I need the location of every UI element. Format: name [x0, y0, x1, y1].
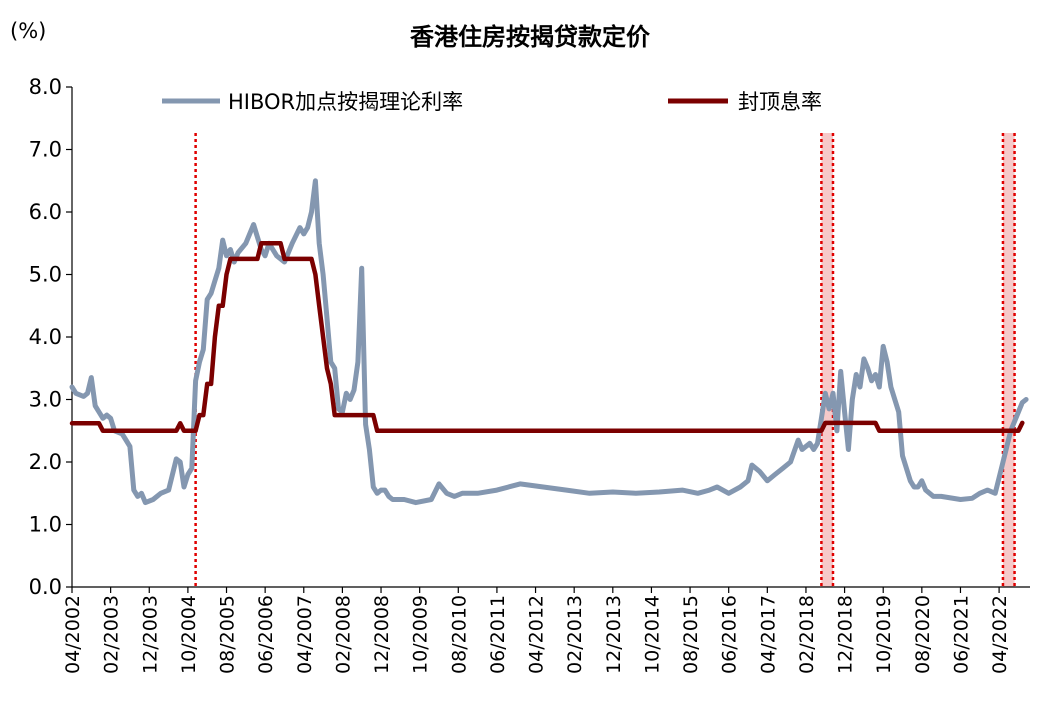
legend-label-cap: 封顶息率	[738, 90, 822, 114]
x-tick-label: 04/2012	[526, 595, 548, 674]
y-tick-label: 8.0	[29, 75, 62, 99]
x-tick-label: 06/2016	[719, 595, 741, 674]
shaded-period	[821, 133, 833, 587]
x-tick-label: 12/2018	[835, 595, 857, 674]
x-tick-label: 10/2009	[410, 595, 432, 674]
x-tick-label: 08/2020	[912, 595, 934, 674]
legend: HIBOR加点按揭理论利率 封顶息率	[162, 90, 822, 114]
y-tick-label: 7.0	[29, 138, 62, 162]
x-tick-label: 12/2013	[603, 595, 625, 674]
y-unit-label: (%)	[10, 19, 46, 43]
x-ticks: 04/2002 02/2003 12/2003 10/2004 08/2005 06/20…	[62, 587, 1011, 674]
y-ticks: 0.0 1.0 2.0 3.0 4.0 5.0 6.0 7.0 8.0	[29, 75, 72, 599]
x-tick-label: 04/2002	[62, 595, 84, 674]
x-tick-label: 02/2003	[101, 595, 123, 674]
y-tick-label: 6.0	[29, 200, 62, 224]
x-tick-label: 08/2010	[448, 595, 470, 674]
series-line-cap	[69, 241, 1025, 434]
y-tick-label: 3.0	[29, 388, 62, 412]
x-tick-label: 04/2007	[294, 595, 316, 674]
y-tick-label: 5.0	[29, 263, 62, 287]
series-layer	[69, 178, 1029, 506]
shaded-period	[1002, 133, 1015, 587]
x-tick-label: 12/2008	[371, 595, 393, 674]
x-tick-label: 12/2003	[139, 595, 161, 674]
x-tick-label: 02/2018	[796, 595, 818, 674]
x-tick-label: 02/2008	[332, 595, 354, 674]
series-line-hibor	[69, 178, 1029, 506]
y-tick-label: 4.0	[29, 325, 62, 349]
x-tick-label: 08/2005	[217, 595, 239, 674]
x-tick-label: 06/2006	[255, 595, 277, 674]
x-tick-label: 02/2013	[564, 595, 586, 674]
y-tick-label: 0.0	[29, 575, 62, 599]
x-tick-label: 10/2004	[178, 595, 200, 674]
x-tick-label: 04/2017	[757, 595, 779, 674]
y-tick-label: 1.0	[29, 513, 62, 537]
y-tick-label: 2.0	[29, 450, 62, 474]
chart-title: 香港住房按揭贷款定价	[410, 23, 651, 51]
annotation-layer	[194, 133, 1016, 587]
legend-label-hibor: HIBOR加点按揭理论利率	[228, 90, 463, 114]
x-tick-label: 06/2021	[950, 595, 972, 674]
x-tick-label: 08/2015	[680, 595, 702, 674]
x-tick-label: 06/2011	[487, 595, 509, 674]
x-tick-label: 10/2014	[641, 595, 663, 674]
x-tick-label: 04/2022	[989, 595, 1011, 674]
x-tick-label: 10/2019	[873, 595, 895, 674]
